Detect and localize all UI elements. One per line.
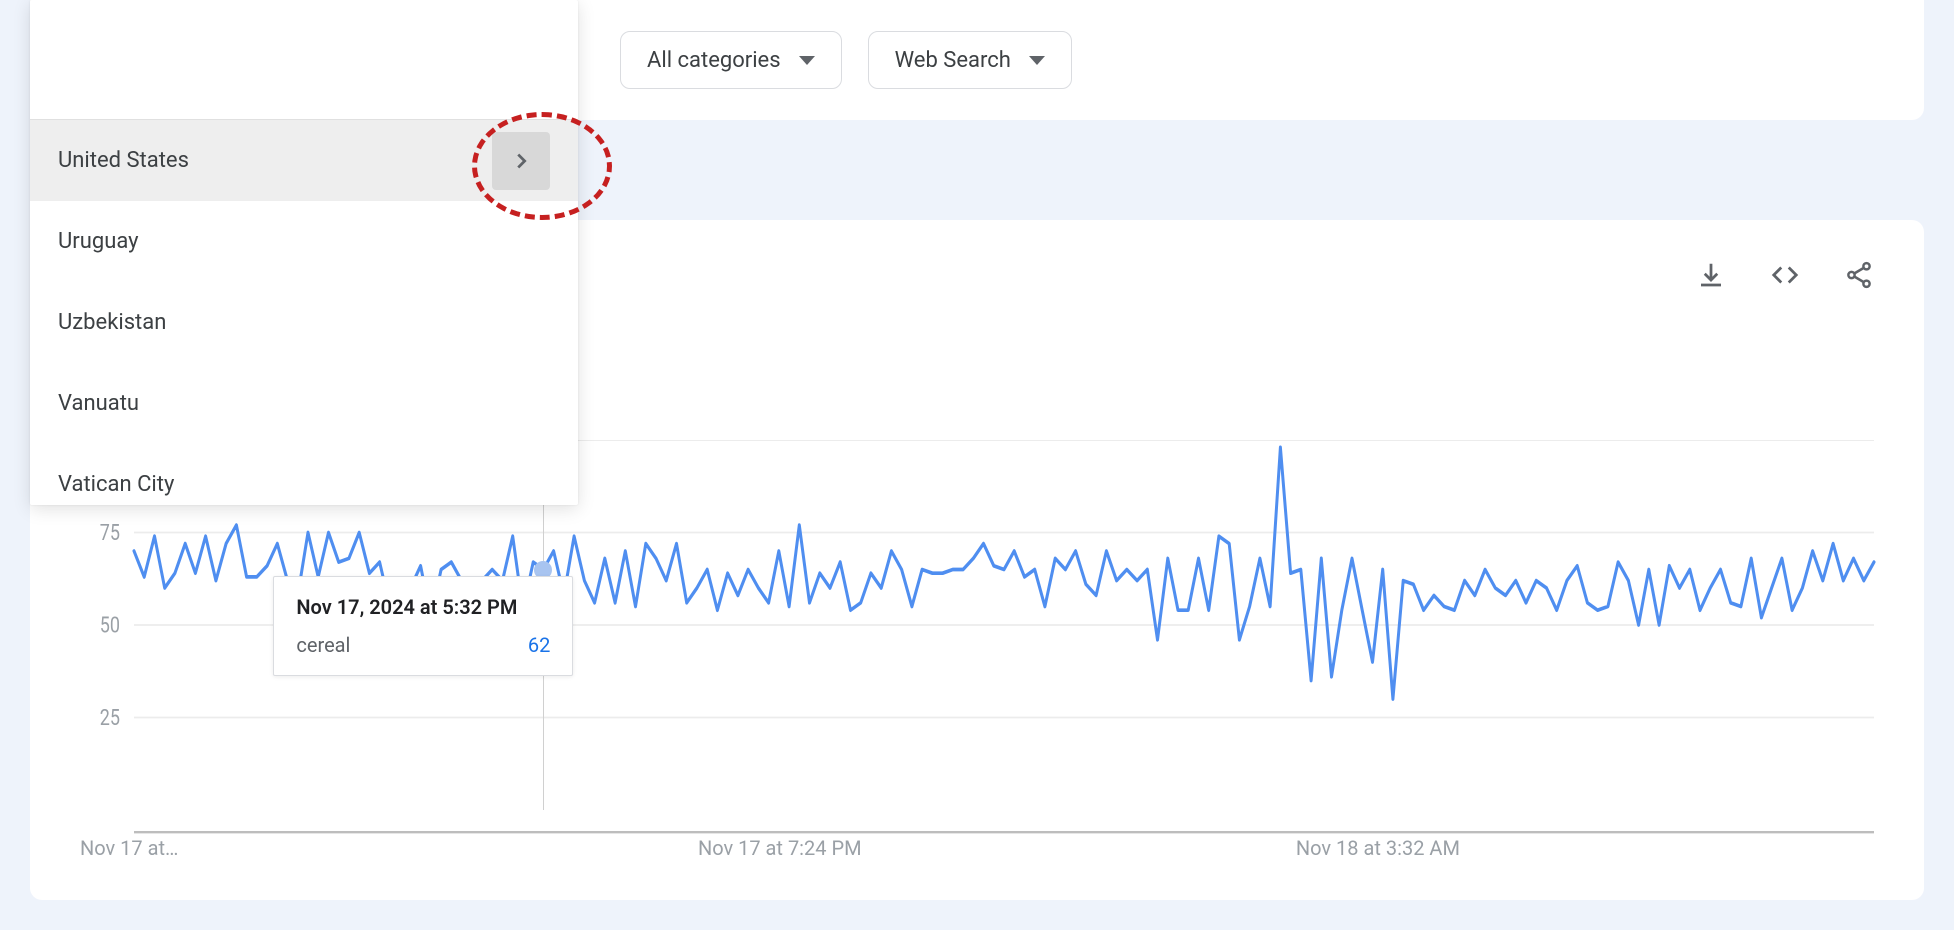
region-item[interactable]: United States bbox=[30, 120, 578, 201]
region-item[interactable]: Uruguay bbox=[30, 201, 578, 282]
tooltip-term: cereal bbox=[296, 633, 350, 657]
download-icon[interactable] bbox=[1696, 260, 1726, 294]
chart-tooltip: Nov 17, 2024 at 5:32 PM cereal 62 bbox=[273, 576, 573, 676]
region-item-label: United States bbox=[58, 148, 189, 173]
embed-icon[interactable] bbox=[1770, 260, 1800, 294]
region-dropdown-panel: United States Uruguay Uzbekistan Vanuatu Vat… bbox=[30, 0, 578, 505]
svg-text:50: 50 bbox=[100, 612, 120, 638]
tooltip-time: Nov 17, 2024 at 5:32 PM bbox=[296, 595, 550, 619]
x-label-2: Nov 18 at 3:32 AM bbox=[1276, 836, 1874, 860]
category-label: All categories bbox=[647, 48, 781, 73]
tooltip-value: 62 bbox=[528, 633, 550, 657]
region-item[interactable]: Vatican City bbox=[30, 444, 578, 505]
chevron-right-icon[interactable] bbox=[492, 132, 550, 190]
region-list: United States Uruguay Uzbekistan Vanuatu Vat… bbox=[30, 120, 578, 505]
chart-actions bbox=[1696, 260, 1874, 294]
x-label-1: Nov 17 at 7:24 PM bbox=[678, 836, 1276, 860]
caret-down-icon bbox=[799, 56, 815, 65]
search-type-dropdown[interactable]: Web Search bbox=[868, 31, 1072, 89]
region-item-label: Uruguay bbox=[58, 229, 139, 254]
region-item[interactable]: Vanuatu bbox=[30, 363, 578, 444]
region-item[interactable]: Uzbekistan bbox=[30, 282, 578, 363]
x-axis-labels: Nov 17 at… Nov 17 at 7:24 PM Nov 18 at 3… bbox=[80, 836, 1874, 860]
category-dropdown[interactable]: All categories bbox=[620, 31, 842, 89]
svg-text:25: 25 bbox=[100, 704, 120, 730]
region-item-label: Vatican City bbox=[58, 472, 174, 497]
caret-down-icon bbox=[1029, 56, 1045, 65]
region-item-label: Vanuatu bbox=[58, 391, 139, 416]
region-item-label: Uzbekistan bbox=[58, 310, 166, 335]
search-type-label: Web Search bbox=[895, 48, 1011, 73]
svg-text:75: 75 bbox=[100, 519, 120, 545]
share-icon[interactable] bbox=[1844, 260, 1874, 294]
x-label-0: Nov 17 at… bbox=[80, 836, 678, 860]
region-search-area[interactable] bbox=[30, 0, 578, 120]
